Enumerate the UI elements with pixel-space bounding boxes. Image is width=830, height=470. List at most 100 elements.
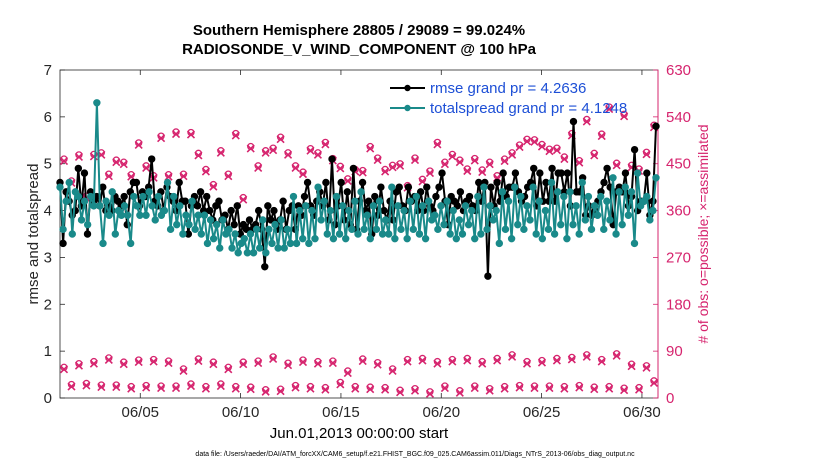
totalspread-point	[345, 206, 353, 215]
y-tick-label: 3	[44, 249, 52, 266]
legend-label: totalspread grand pr = 4.1248	[430, 100, 627, 117]
rmse-point	[630, 145, 639, 154]
totalspread-point	[397, 225, 405, 234]
totalspread-point	[575, 230, 583, 238]
totalspread-point	[581, 216, 590, 224]
totalspread-point	[593, 211, 602, 219]
totalspread-point	[514, 220, 522, 229]
totalspread-point	[606, 216, 614, 224]
rmse-point	[196, 188, 205, 196]
obs-assimilated-marker	[649, 378, 659, 387]
rmse-point	[453, 202, 462, 210]
totalspread-point	[553, 188, 562, 196]
rmse-point	[80, 169, 89, 177]
obs-assimilated-marker	[448, 152, 457, 161]
totalspread-point	[203, 239, 212, 248]
totalspread-point	[541, 206, 550, 215]
obs-assimilated-marker	[104, 355, 113, 365]
totalspread-point	[547, 178, 556, 187]
totalspread-point	[424, 197, 433, 205]
obs-assimilated-marker	[425, 169, 435, 178]
totalspread-point	[557, 220, 565, 229]
rmse-point	[435, 183, 443, 191]
totalspread-point	[102, 197, 110, 205]
obs-assimilated-marker	[351, 384, 360, 393]
obs-assimilated-marker	[291, 383, 300, 392]
y2-tick-label: 90	[666, 343, 683, 360]
obs-assimilated-marker	[306, 146, 315, 155]
rmse-point	[423, 183, 431, 191]
obs-assimilated-marker	[396, 161, 405, 170]
y2-tick-label: 540	[666, 109, 691, 126]
totalspread-point	[87, 192, 95, 201]
obs-assimilated-marker	[186, 130, 196, 139]
obs-assimilated-marker	[343, 368, 352, 378]
obs-assimilated-marker	[209, 182, 218, 191]
totalspread-point	[332, 192, 341, 201]
rmse-point	[371, 192, 379, 201]
rmse-point	[215, 197, 223, 205]
rmse-point	[487, 183, 495, 191]
rmse-point	[358, 178, 367, 187]
rmse-point	[432, 192, 440, 201]
obs-assimilated-marker	[478, 359, 487, 368]
rmse-point	[603, 164, 611, 173]
obs-assimilated-marker	[455, 158, 464, 167]
obs-assimilated-marker	[216, 381, 225, 391]
obs-assimilated-marker	[254, 163, 263, 172]
totalspread-point	[452, 234, 461, 243]
totalspread-point	[630, 239, 639, 248]
obs-assimilated-marker	[149, 357, 158, 366]
rmse-point	[175, 178, 183, 187]
totalspread-point	[130, 192, 138, 201]
totalspread-point	[65, 178, 73, 187]
totalspread-point	[292, 239, 301, 248]
obs-assimilated-marker	[470, 384, 479, 393]
totalspread-point	[446, 230, 454, 238]
totalspread-point	[96, 202, 104, 210]
obs-assimilated-marker	[59, 365, 69, 374]
rmse-point	[74, 164, 83, 173]
totalspread-point	[298, 234, 307, 243]
obs-assimilated-marker	[179, 172, 188, 181]
rmse-point	[193, 202, 202, 210]
obs-assimilated-marker	[605, 384, 614, 393]
totalspread-point	[652, 174, 660, 182]
totalspread-point	[492, 206, 500, 215]
rmse-point	[227, 206, 235, 215]
rmse-point	[484, 272, 492, 280]
totalspread-point	[265, 225, 273, 234]
obs-assimilated-marker	[537, 142, 547, 151]
obs-assimilated-marker	[582, 117, 591, 126]
rmse-point	[395, 183, 403, 191]
totalspread-point	[578, 178, 586, 187]
totalspread-point	[498, 188, 507, 196]
totalspread-point	[354, 230, 362, 238]
totalspread-point	[510, 183, 519, 191]
obs-assimilated-marker	[134, 358, 143, 367]
obs-assimilated-marker	[313, 150, 322, 159]
rmse-point	[511, 169, 520, 177]
totalspread-point	[517, 192, 525, 201]
totalspread-point	[197, 230, 206, 238]
obs-assimilated-marker	[209, 360, 218, 369]
totalspread-point	[649, 206, 657, 215]
y-tick-label: 4	[44, 203, 52, 220]
obs-assimilated-marker	[515, 142, 524, 152]
obs-assimilated-marker	[366, 385, 375, 394]
obs-assimilated-marker	[298, 170, 308, 179]
obs-assimilated-marker	[269, 146, 278, 155]
obs-assimilated-marker	[358, 168, 367, 177]
chart-title-line1: Southern Hemisphere 28805 / 29089 = 99.0…	[192, 22, 526, 39]
obs-assimilated-marker	[500, 157, 509, 166]
totalspread-point	[326, 206, 335, 215]
obs-assimilated-marker	[201, 384, 210, 393]
obs-assimilated-marker	[612, 161, 621, 170]
totalspread-point	[415, 230, 424, 238]
totalspread-point	[56, 183, 64, 191]
rmse-point	[349, 164, 358, 173]
totalspread-point	[191, 225, 199, 234]
rmse-point	[328, 155, 336, 163]
y-tick-label: 7	[44, 62, 52, 79]
obs-assimilated-marker	[597, 132, 606, 141]
